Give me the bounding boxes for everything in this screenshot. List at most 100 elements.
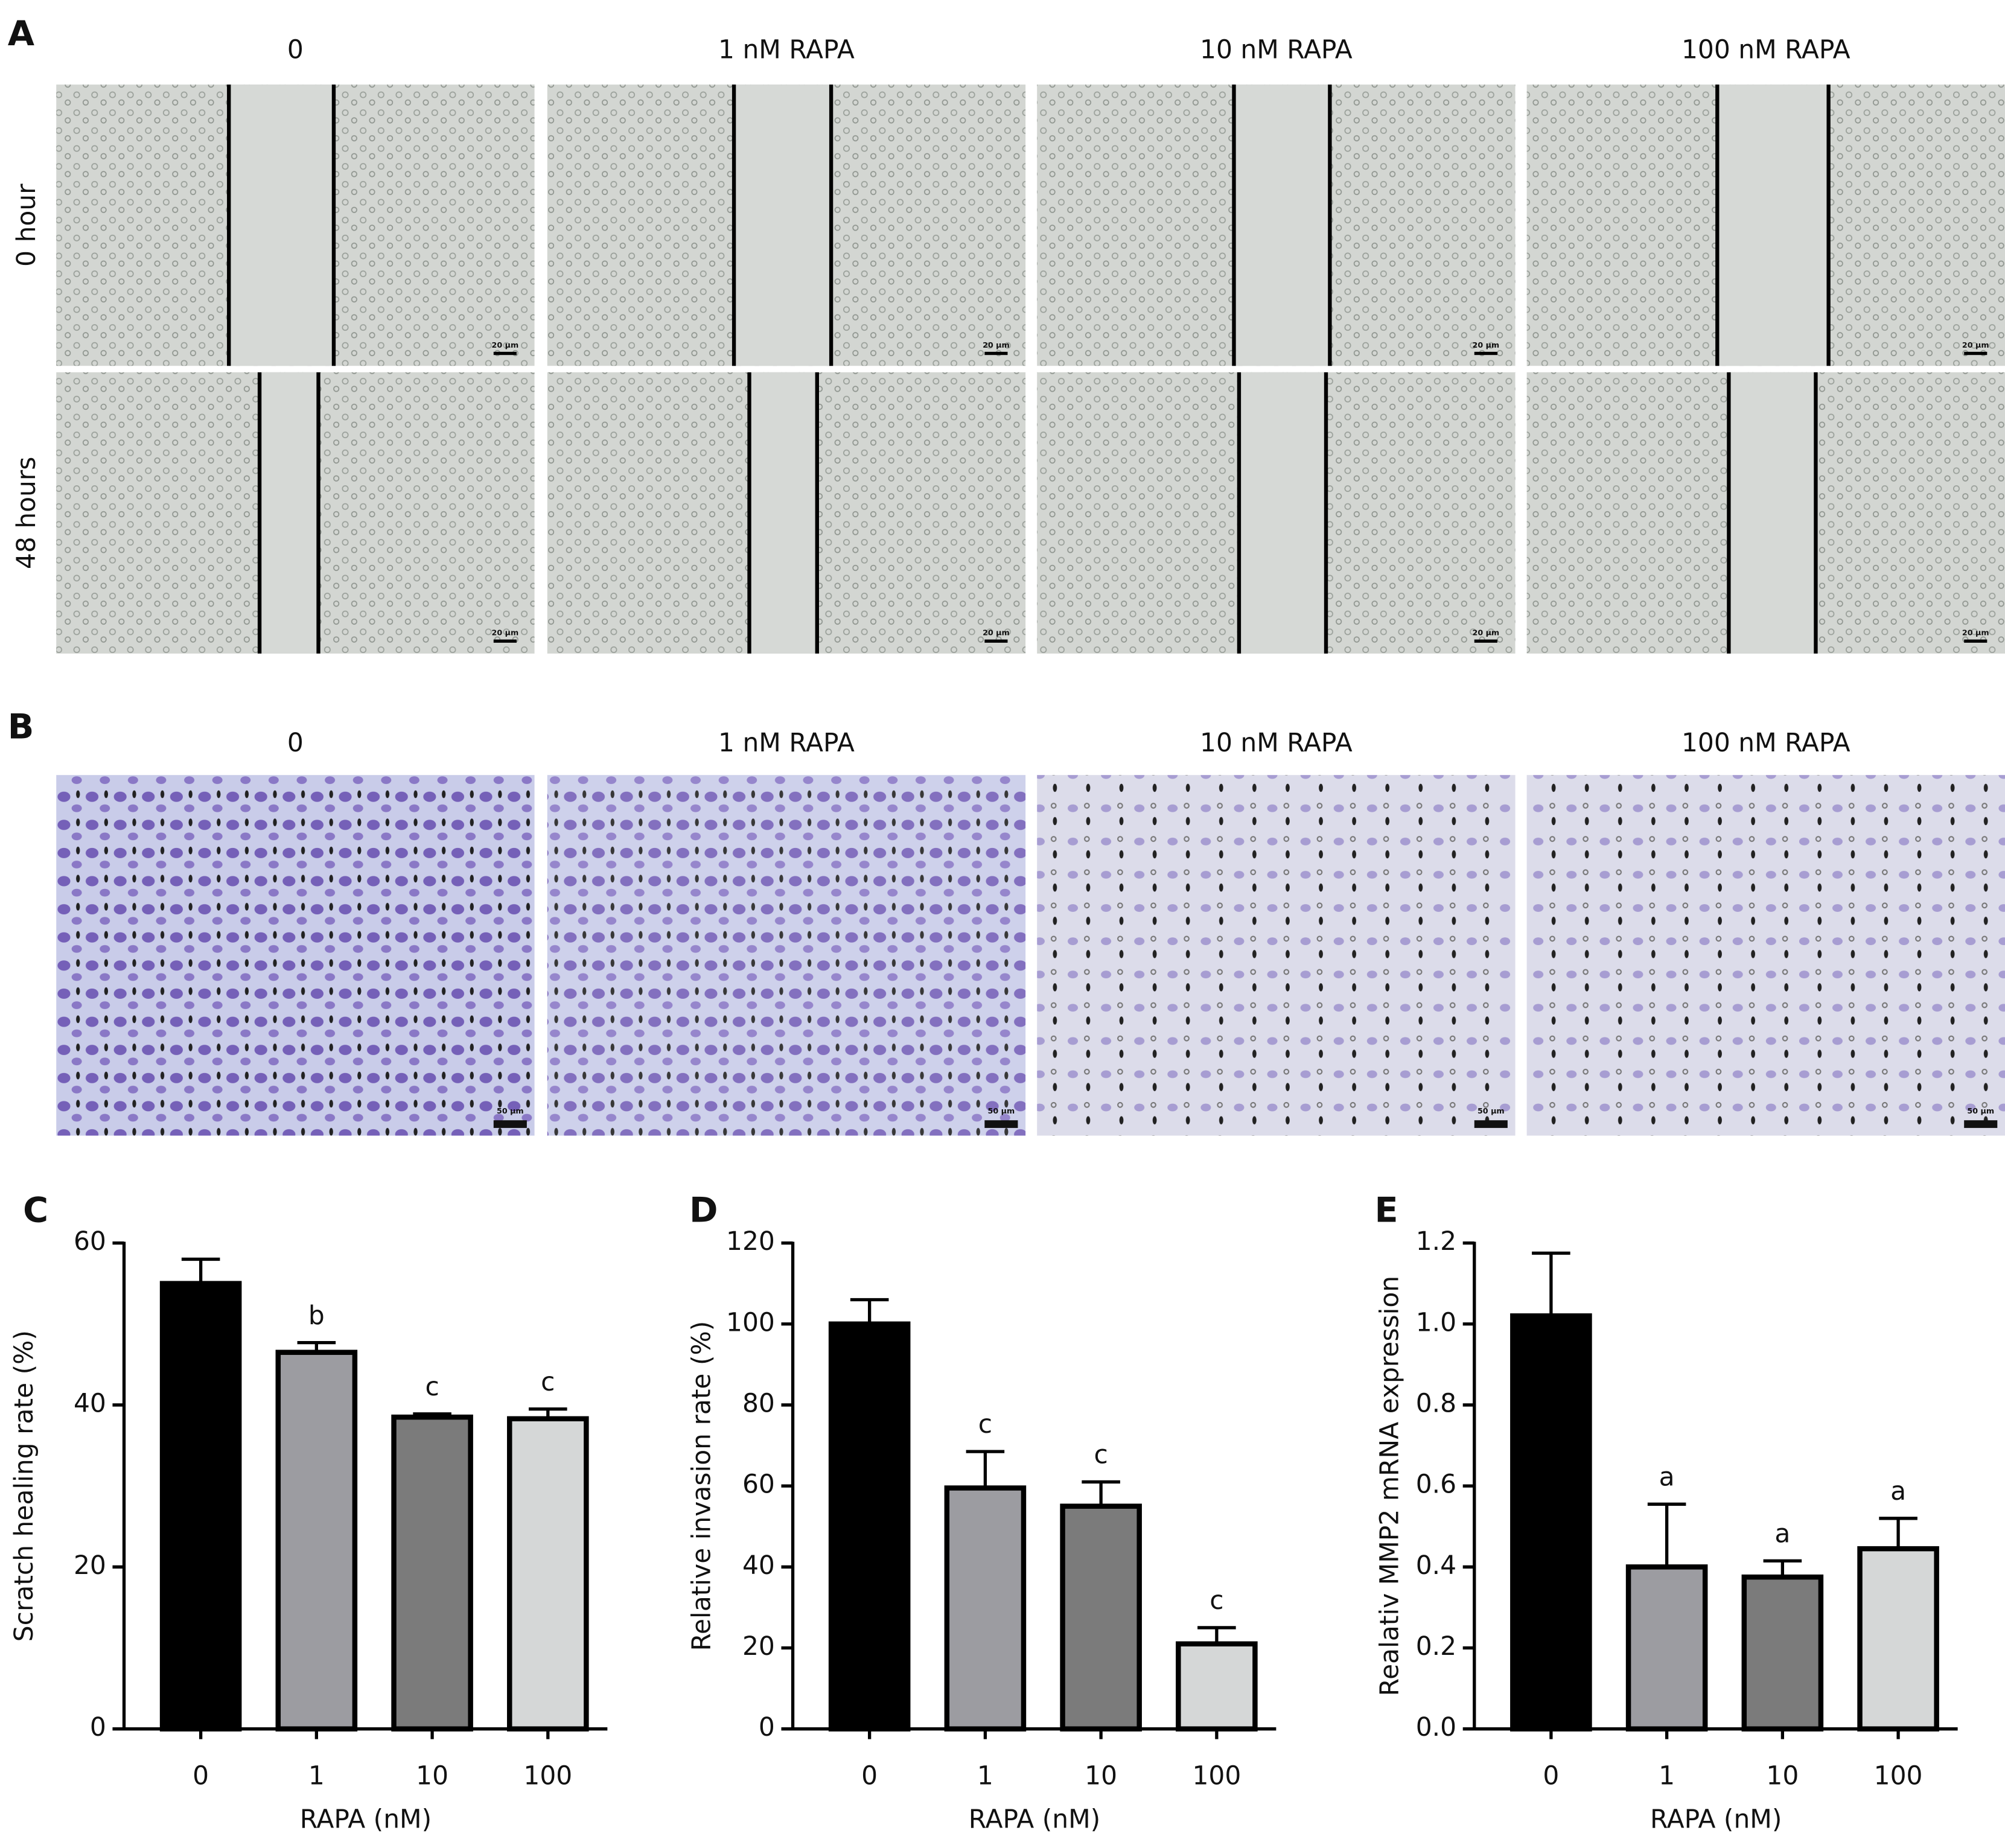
scratch-gap: [260, 372, 319, 654]
panel-label: B: [8, 707, 34, 747]
y-tick-label: 40: [74, 1388, 106, 1418]
x-tick-label: 100: [523, 1761, 572, 1791]
scratch-gap: [1234, 84, 1330, 366]
scale-bar: [493, 351, 517, 355]
x-tick-label: 10: [1766, 1761, 1799, 1791]
y-tick-label: 40: [742, 1550, 775, 1580]
column-header: 10 nM RAPA: [1200, 35, 1353, 65]
scale-bar: [1964, 639, 1987, 643]
row-label: 0 hour: [11, 183, 41, 267]
column-header: 0: [287, 35, 304, 65]
scale-bar: [984, 639, 1008, 643]
significance-label: a: [1890, 1476, 1906, 1506]
x-tick-label: 10: [416, 1761, 448, 1791]
bar: [828, 1321, 911, 1732]
column-header: 1 nM RAPA: [718, 728, 855, 757]
y-tick-label: 0.8: [1416, 1388, 1456, 1418]
scale-bar-label: 20 μm: [983, 340, 1010, 349]
significance-label: c: [1094, 1440, 1108, 1470]
bar: [507, 1416, 589, 1732]
y-tick-label: 20: [74, 1550, 106, 1580]
y-axis-label: Realativ MMP2 mRNA expression: [1375, 1276, 1404, 1697]
y-tick-label: 60: [742, 1470, 775, 1499]
significance-label: c: [425, 1372, 439, 1401]
scale-bar: [1474, 1120, 1508, 1128]
y-tick-label: 0: [90, 1712, 106, 1742]
x-tick-label: 100: [1874, 1761, 1923, 1791]
scale-bar: [1474, 351, 1497, 355]
y-tick-label: 80: [742, 1388, 775, 1418]
y-axis-label: Relative invasion rate (%): [687, 1321, 716, 1651]
invasion-image: [1037, 775, 1516, 1136]
scale-bar-label: 50 μm: [497, 1106, 524, 1115]
bar: [1510, 1313, 1592, 1732]
scratch-gap: [734, 84, 832, 366]
bar: [1857, 1546, 1939, 1732]
bar: [275, 1349, 358, 1732]
invasion-image: [1526, 775, 2005, 1136]
scale-bar-label: 20 μm: [983, 628, 1010, 637]
significance-label: c: [1210, 1585, 1223, 1615]
significance-label: a: [1659, 1462, 1675, 1491]
scratch-gap: [229, 84, 334, 366]
bar: [159, 1281, 242, 1732]
y-tick-label: 0.2: [1416, 1631, 1456, 1661]
y-tick-label: 1.2: [1416, 1226, 1456, 1256]
invasion-image: [547, 775, 1026, 1136]
scale-bar-label: 50 μm: [1967, 1106, 1994, 1115]
y-tick-label: 20: [742, 1631, 775, 1661]
y-tick-label: 1.0: [1416, 1307, 1456, 1337]
row-label: 48 hours: [11, 457, 41, 569]
y-tick-label: 0.6: [1416, 1470, 1456, 1499]
scale-bar: [984, 1120, 1018, 1128]
y-tick-label: 120: [726, 1226, 775, 1256]
scale-bar-label: 20 μm: [1962, 628, 1989, 637]
column-header: 0: [287, 728, 304, 757]
y-tick-label: 100: [726, 1307, 775, 1337]
x-tick-label: 1: [1659, 1761, 1675, 1791]
bar: [1625, 1564, 1708, 1732]
bar: [1176, 1641, 1258, 1732]
scale-bar-label: 50 μm: [1477, 1106, 1505, 1115]
x-tick-label: 1: [977, 1761, 993, 1791]
bar: [944, 1485, 1027, 1732]
x-tick-label: 0: [1543, 1761, 1559, 1791]
scale-bar: [493, 639, 517, 643]
x-tick-label: 0: [193, 1761, 209, 1791]
scale-bar-label: 20 μm: [492, 340, 519, 349]
panel-label: D: [689, 1190, 718, 1230]
scratch-gap: [1729, 372, 1816, 654]
scale-bar: [493, 1120, 527, 1128]
y-tick-label: 0: [759, 1712, 775, 1742]
scratch-gap: [1717, 84, 1829, 366]
scale-bar-label: 20 μm: [492, 628, 519, 637]
scale-bar-label: 20 μm: [1472, 628, 1499, 637]
panel-label: E: [1375, 1190, 1398, 1230]
bar: [391, 1414, 473, 1732]
scale-bar: [1474, 639, 1497, 643]
x-tick-label: 1: [308, 1761, 325, 1791]
scale-bar: [1964, 1120, 1998, 1128]
x-tick-label: 0: [861, 1761, 878, 1791]
y-tick-label: 0.4: [1416, 1550, 1456, 1580]
significance-label: b: [308, 1301, 325, 1330]
column-header: 1 nM RAPA: [718, 35, 855, 65]
y-tick-label: 0.0: [1416, 1712, 1456, 1742]
scale-bar: [1964, 351, 1987, 355]
column-header: 100 nM RAPA: [1681, 728, 1850, 757]
scale-bar-label: 20 μm: [1962, 340, 1989, 349]
y-axis-label: Scratch healing rate (%): [9, 1330, 39, 1642]
panel-label: C: [23, 1190, 48, 1230]
invasion-image: [56, 775, 535, 1136]
significance-label: c: [541, 1367, 555, 1397]
x-axis-label: RAPA (nM): [969, 1805, 1100, 1834]
x-tick-label: 10: [1085, 1761, 1117, 1791]
panel-label: A: [8, 14, 34, 54]
scratch-gap: [749, 372, 817, 654]
bar: [1741, 1574, 1824, 1732]
column-header: 10 nM RAPA: [1200, 728, 1353, 757]
bar: [1060, 1503, 1142, 1732]
x-axis-label: RAPA (nM): [300, 1805, 432, 1834]
